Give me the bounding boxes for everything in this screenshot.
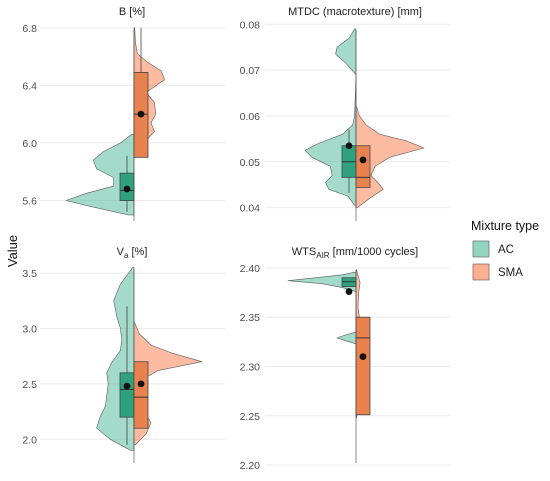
title-rest: [%] xyxy=(128,246,147,258)
y-tick-label: 2.20 xyxy=(240,460,261,472)
violin-ac xyxy=(304,28,357,206)
y-tick-label: 2.40 xyxy=(240,263,261,275)
box-sma xyxy=(355,316,371,416)
legend-key-ac xyxy=(472,240,490,258)
box-sma xyxy=(133,361,149,429)
y-tick-label: 3.0 xyxy=(22,323,37,335)
title-sub: a xyxy=(124,251,129,260)
legend-label-sma: SMA xyxy=(498,267,523,279)
panel-mtdc: MTDC (macrotexture) [mm] 0.04 0.05 0.06 0.0… xyxy=(240,6,450,221)
title-main: V xyxy=(117,246,125,258)
panel-title: B [%] xyxy=(119,6,145,18)
mean-point-ac xyxy=(345,142,353,150)
legend: Mixture type AC SMA xyxy=(471,219,539,281)
violin-ac xyxy=(96,267,135,451)
panel-va: Va [%] 2.0 2.5 3.0 3.5 xyxy=(22,246,225,463)
legend-title: Mixture type xyxy=(471,219,539,233)
y-tick-label: 0.05 xyxy=(240,157,261,169)
y-tick-label: 3.5 xyxy=(22,268,37,280)
mean-point-sma xyxy=(137,110,145,118)
violin-sma xyxy=(133,322,203,446)
mean-point-sma xyxy=(359,156,367,164)
mean-point-sma xyxy=(359,353,367,361)
y-tick-label: 2.5 xyxy=(22,379,37,391)
y-tick-label: 2.30 xyxy=(240,361,261,373)
title-sub: AIR xyxy=(316,251,330,260)
y-tick-label: 0.08 xyxy=(240,19,261,31)
violin-sma xyxy=(355,106,425,208)
mean-point-ac xyxy=(123,382,131,390)
mean-point-ac xyxy=(345,288,353,295)
y-tick-label: 5.6 xyxy=(22,196,37,208)
box-ac xyxy=(119,372,135,418)
y-tick-label: 6.8 xyxy=(22,23,37,35)
panel-title: WTSAIR [mm/1000 cycles] xyxy=(292,246,418,260)
legend-label-ac: AC xyxy=(498,244,514,256)
panel-title: MTDC (macrotexture) [mm] xyxy=(288,6,422,18)
y-tick-label: 2.35 xyxy=(240,312,261,324)
y-axis-label: Value xyxy=(5,235,20,267)
panel-wts: WTSAIR [mm/1000 cycles] 2.20 2.25 2.30 2.35… xyxy=(240,246,450,472)
y-tick-label: 0.04 xyxy=(240,203,261,215)
violin-ac xyxy=(65,133,135,216)
legend-key-sma xyxy=(472,263,490,281)
panel-title: Va [%] xyxy=(117,246,148,260)
y-tick-label: 0.06 xyxy=(240,111,261,123)
y-tick-label: 6.0 xyxy=(22,138,37,150)
mean-point-sma xyxy=(137,380,145,388)
y-tick-label: 0.07 xyxy=(240,65,261,77)
y-tick-label: 2.25 xyxy=(240,411,261,423)
y-tick-label: 2.0 xyxy=(22,434,37,446)
mean-point-ac xyxy=(123,185,131,193)
title-rest: [mm/1000 cycles] xyxy=(330,246,419,258)
panel-b: B [%] 5.6 6.0 6.4 6.8 xyxy=(22,6,225,221)
title-main: WTS xyxy=(292,246,316,258)
y-tick-label: 6.4 xyxy=(22,80,37,92)
box-sma xyxy=(355,145,371,188)
